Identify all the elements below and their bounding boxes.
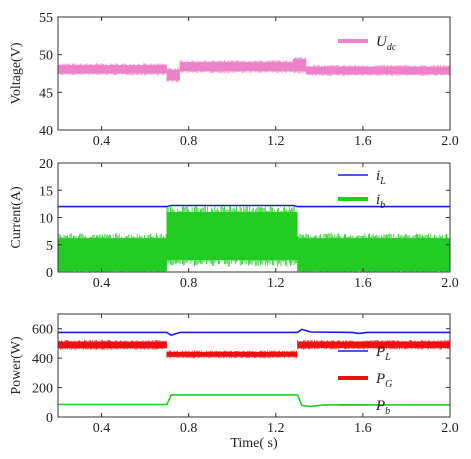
x-tick-label: 1.6 [354,134,372,149]
band-oscillation [297,233,450,272]
band-segment [166,351,298,357]
plot-area [58,57,450,83]
y-axis-title: Power(W) [9,336,24,395]
band-oscillation [58,339,167,350]
y-tick-label: 0 [46,266,53,281]
y-tick-label: 10 [39,212,53,227]
band-oscillation [166,205,297,267]
axes-frame [57,16,451,131]
legend-label: ib [376,192,385,211]
y-tick-label: 40 [39,124,53,139]
legend: PL PG Pb [338,344,392,417]
y-tick-label: 50 [39,49,53,64]
y-tick-label: 55 [39,11,53,26]
series-U-dc [58,57,450,83]
band-oscillation [292,57,306,74]
band-oscillation [179,60,294,74]
legend: iL ib [338,168,386,211]
series-line [58,328,450,337]
x-tick-label: 1.2 [267,134,285,149]
x-tick-label: 1.2 [267,276,285,291]
plot-area [58,204,450,272]
band-segment [166,69,180,81]
band-oscillation [166,67,180,83]
band-oscillation [58,63,167,76]
band-oscillation [305,64,450,77]
x-tick-label: 0.4 [93,421,111,436]
legend-label: Udc [376,34,397,53]
y-tick-label: 45 [39,86,53,101]
series-i-L [58,204,450,208]
x-axis-title: Time( s) [230,436,278,451]
band-oscillation [58,233,167,272]
x-tick-label: 0.4 [93,276,111,291]
x-tick-label: 1.6 [354,421,372,436]
x-tick-label: 0.4 [93,134,111,149]
y-tick-label: 0 [46,411,53,426]
chart-panel-2: 0.4 0.8 1.2 1.6 2.0 0 5 10 15 20 Current(A) iL ib [9,157,459,291]
y-tick-label: 5 [46,239,53,254]
chart-panel-1: 0.4 0.8 1.2 1.6 2.0 40 45 50 55 Voltage(V) Udc [9,11,459,149]
x-tick-label: 2.0 [441,276,459,291]
series-P-G [58,339,450,359]
series-P-L [58,328,450,337]
band-oscillation [297,339,450,350]
x-tick-label: 0.8 [180,276,198,291]
y-tick-label: 200 [32,382,53,397]
y-tick-label: 15 [39,184,53,199]
x-tick-label: 0.8 [180,421,198,436]
band-segment [297,341,450,348]
legend-label: Pb [375,398,390,417]
chart-panel-3: 0.4 0.8 1.2 1.6 2.0 0 200 400 600 Power(W) Time( s… [9,313,459,451]
legend-label: iL [376,168,386,187]
y-tick-label: 400 [32,352,53,367]
series-P-b [58,394,450,408]
axes-frame [57,313,451,418]
x-tick-label: 1.6 [354,276,372,291]
x-tick-label: 0.8 [180,134,198,149]
y-tick-label: 600 [32,323,53,338]
x-tick-label: 2.0 [441,134,459,149]
y-axis-title: Voltage(V) [9,42,24,104]
plot-area [58,328,450,408]
legend: Udc [338,34,397,53]
band-oscillation [166,350,297,359]
band-segment [58,65,167,74]
y-tick-label: 20 [39,157,53,172]
series-line [58,204,450,208]
band-segment [58,341,167,349]
x-tick-label: 2.0 [441,421,459,436]
y-axis-title: Current(A) [9,186,24,249]
x-tick-label: 1.2 [267,421,285,436]
series-i-b [58,205,450,272]
legend-label: PG [375,371,392,390]
series-line [58,394,450,408]
legend-label: PL [375,344,391,363]
